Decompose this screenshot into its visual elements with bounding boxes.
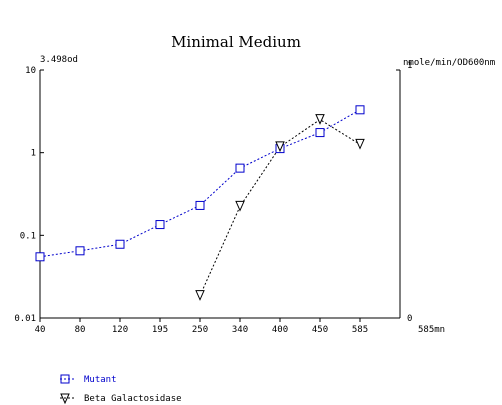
x-tick-label: 120: [112, 325, 128, 335]
x-tick-label: 340: [232, 325, 248, 335]
legend-marker-square: [60, 374, 70, 384]
x-tick-label: 585: [352, 325, 368, 335]
data-point-beta-galactosidase: [315, 114, 325, 125]
data-point-beta-galactosidase: [275, 141, 285, 153]
data-point-mutant: [355, 105, 365, 115]
data-point-mutant: [315, 128, 325, 138]
legend-item-mutant: Mutant: [60, 374, 117, 385]
data-point-mutant: [195, 200, 205, 210]
left-y-tick-label: 10: [25, 66, 36, 76]
right-y-tick-label: 1: [407, 61, 412, 71]
legend-item-beta-galactosidase: Beta Galactosidase: [60, 393, 182, 405]
x-tick-label: 195: [152, 325, 168, 335]
data-point-mutant: [155, 220, 165, 230]
x-tick-label: 40: [35, 325, 46, 335]
legend-label-beta-galactosidase: Beta Galactosidase: [84, 394, 182, 404]
x-tick-label: 80: [75, 325, 86, 335]
data-point-beta-galactosidase: [195, 290, 205, 301]
x-axis-end-label: 585mn: [418, 325, 445, 335]
x-tick-label: 400: [272, 325, 288, 335]
series-line-mutant: [39, 109, 361, 258]
legend-marker-triangle: [60, 393, 70, 405]
data-point-mutant: [35, 252, 45, 262]
left-y-tick-label: 1: [31, 149, 36, 159]
x-tick-label: 450: [312, 325, 328, 335]
right-y-tick-label: 0: [407, 314, 412, 324]
left-axis-top-label: 3.498od: [40, 55, 78, 65]
data-point-beta-galactosidase: [235, 200, 245, 212]
left-y-tick-label: 0.1: [20, 231, 36, 241]
data-point-mutant: [235, 163, 245, 173]
legend: Mutant Beta Galactosidase: [60, 374, 182, 405]
left-y-tick-label: 0.01: [14, 314, 36, 324]
data-point-mutant: [75, 246, 85, 256]
x-tick-label: 250: [192, 325, 208, 335]
chart-title: Minimal Medium: [171, 33, 301, 51]
right-axis-label: nmole/min/OD600nm: [403, 58, 495, 68]
legend-label-mutant: Mutant: [84, 375, 117, 385]
data-point-mutant: [115, 239, 125, 249]
data-point-beta-galactosidase: [355, 138, 365, 150]
